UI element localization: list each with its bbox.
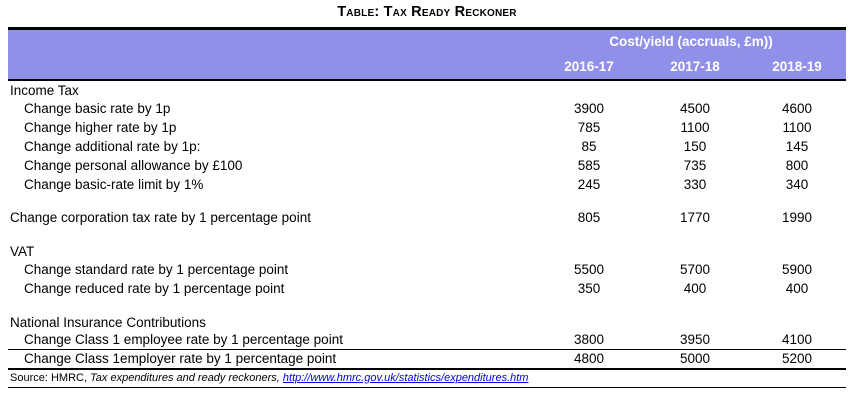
table-row: Change personal allowance by £100 585 735 8…: [8, 156, 846, 175]
row-value: [748, 227, 846, 241]
header-year-2016-17: 2016-17: [536, 53, 642, 81]
header-group-label: Cost/yield (accruals, £m)): [536, 28, 847, 54]
header-empty-cell: [8, 28, 536, 54]
row-value: 150: [683, 138, 707, 154]
row-value: [748, 80, 846, 99]
row-label: Change standard rate by 1 percentage poi…: [24, 261, 289, 277]
row-value: [748, 312, 846, 331]
table-body: Income Tax Change basic rate by 1p 3900 450…: [8, 80, 847, 369]
section-label: Income Tax: [10, 83, 79, 98]
row-label: Change reduced rate by 1 percentage poin…: [24, 280, 285, 296]
table-row: Change reduced rate by 1 percentage poin…: [8, 279, 846, 298]
source-prefix: Source: HMRC,: [10, 371, 91, 384]
row-label: Change additional rate by 1p:: [24, 138, 201, 154]
spacer-row: [8, 227, 846, 241]
row-value: [536, 298, 642, 312]
row-value: 5200: [748, 349, 847, 369]
source-work-title: Tax expenditures and ready reckoners,: [90, 371, 283, 384]
row-value: 5900: [781, 261, 813, 277]
row-value: 5000: [642, 349, 748, 369]
row-label: [8, 298, 536, 312]
row-value: 585: [577, 157, 601, 173]
table-row: Change additional rate by 1p: 85 150 145: [8, 137, 846, 156]
table-title: Table: Tax Ready Reckoner: [337, 4, 517, 20]
row-value: [536, 227, 642, 241]
row-label: [8, 194, 536, 208]
row-value: [536, 80, 642, 99]
row-value: [748, 194, 846, 208]
row-value: 5500: [573, 261, 605, 277]
row-value: [748, 241, 846, 260]
row-label: Change Class 1employer rate by 1 percent…: [8, 349, 536, 369]
row-value: [642, 80, 748, 99]
row-value: 1100: [680, 119, 710, 135]
table-row: Change basic rate by 1p 3900 4500 4600: [8, 99, 846, 118]
table-row: Change corporation tax rate by 1 percent…: [8, 208, 846, 227]
row-value: 340: [785, 176, 809, 192]
table-header: Cost/yield (accruals, £m)) 2016-17 2017-…: [8, 28, 847, 81]
row-value: 3800: [573, 332, 605, 348]
row-value: 800: [785, 157, 809, 173]
row-value: 1770: [679, 209, 711, 225]
row-label: Change Class 1 employee rate by 1 percen…: [24, 332, 343, 348]
row-value: 330: [683, 176, 707, 192]
row-label: Change basic rate by 1p: [24, 100, 171, 116]
row-value: 805: [577, 209, 601, 225]
row-value: 3950: [679, 332, 711, 348]
row-value: 4100: [781, 332, 813, 348]
row-label: Change higher rate by 1p: [24, 119, 177, 135]
section-label: National Insurance Contributions: [10, 314, 206, 330]
table-row: Income Tax: [8, 80, 846, 99]
header-year-2017-18: 2017-18: [642, 53, 748, 81]
row-label: Change personal allowance by £100: [24, 157, 243, 173]
row-value: 4800: [536, 349, 642, 369]
table-row: Change higher rate by 1p 785 1100 1100: [8, 118, 846, 137]
source-note: Source: HMRC, Tax expenditures and ready…: [8, 370, 846, 388]
row-value: 1990: [781, 209, 813, 225]
section-label: VAT: [10, 243, 35, 259]
row-value: 145: [785, 138, 809, 154]
row-value: [536, 241, 642, 260]
spacer-row: [8, 298, 846, 312]
row-value: 735: [683, 157, 707, 173]
row-value: [536, 194, 642, 208]
row-value: 1100: [782, 119, 812, 135]
table-row: Change Class 1employer rate by 1 percent…: [8, 349, 847, 369]
table-row: Change Class 1 employee rate by 1 percen…: [8, 331, 846, 350]
table-row: Change standard rate by 1 percentage poi…: [8, 260, 846, 279]
header-years-row: 2016-17 2017-18 2018-19: [8, 53, 847, 81]
row-value: 785: [577, 119, 601, 135]
header-group-row: Cost/yield (accruals, £m)): [8, 28, 847, 54]
row-label: [8, 227, 536, 241]
row-value: [642, 194, 748, 208]
table-row: National Insurance Contributions: [8, 312, 846, 331]
row-value: 5700: [679, 261, 711, 277]
table-row: VAT: [8, 241, 846, 260]
table-row: Change basic-rate limit by 1% 245 330 340: [8, 175, 846, 194]
source-link[interactable]: http://www.hmrc.gov.uk/statistics/expend…: [282, 371, 529, 384]
spacer-row: [8, 194, 846, 208]
row-value: 400: [683, 280, 707, 296]
row-value: 400: [785, 280, 809, 296]
row-label: Change basic-rate limit by 1%: [24, 176, 204, 192]
row-value: [536, 312, 642, 331]
row-value: 85: [581, 138, 597, 154]
header-year-2018-19: 2018-19: [748, 53, 847, 81]
row-value: [642, 227, 748, 241]
header-empty-cell: [8, 53, 536, 81]
row-value: [642, 312, 748, 331]
row-value: 350: [577, 280, 601, 296]
row-value: [642, 298, 748, 312]
row-value: 3900: [573, 100, 605, 116]
row-value: 4500: [679, 100, 711, 116]
row-value: 245: [577, 176, 601, 192]
row-value: 4600: [781, 100, 813, 116]
row-label: Change corporation tax rate by 1 percent…: [10, 209, 311, 225]
tax-ready-reckoner-table: Cost/yield (accruals, £m)) 2016-17 2017-…: [8, 27, 847, 370]
row-value: [642, 241, 748, 260]
row-value: [748, 298, 846, 312]
